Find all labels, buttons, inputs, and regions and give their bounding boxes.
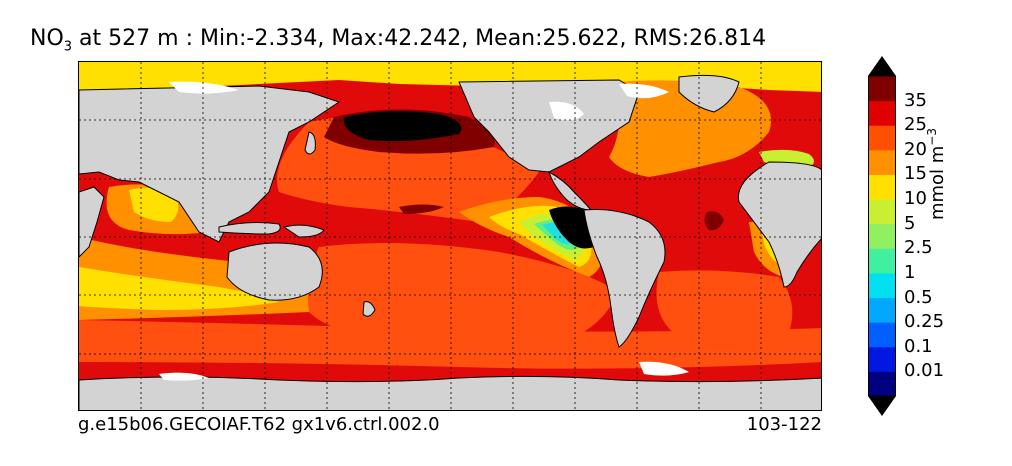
land-africa [737,161,821,288]
colorbar-tick-label: 0.01 [904,360,945,382]
south-pacific-orange-red [307,243,619,343]
years-label: 103-122 [746,414,822,435]
colorbar-outline [868,75,896,397]
ice-antarctic-1 [639,361,689,376]
ocean-map [78,61,822,411]
colorbar-segment [868,322,896,348]
land-antarctica [79,375,821,410]
land-australia [226,242,323,301]
title-subscript: 3 [63,39,73,55]
colorbar-bottom-arrow [868,396,896,416]
tropical-pacific-dark-red [399,204,444,214]
colorbar-segment [868,125,896,151]
colorbar-top-arrow [868,56,896,76]
colorbar-tick-label: 15 [904,163,927,185]
colorbar-segment [868,149,896,175]
colorbar [868,56,896,416]
tropical-atlantic-dark-red [704,211,724,231]
colorbar-segment [868,199,896,225]
plot-title: NO3 at 527 m : Min:-2.334, Max:42.242, M… [30,26,870,54]
north-pacific-black [343,111,462,142]
colorbar-segment [868,100,896,126]
colorbar-tick-label: 1 [904,261,916,283]
colorbar-segment [868,297,896,323]
grid-lines [79,62,821,410]
colorbar-tick-label: 25 [904,114,927,136]
land-indonesia [218,222,281,235]
colorbar-segment [868,174,896,200]
colorbar-segment [868,248,896,274]
ice-hudson [549,101,584,121]
colorbar-tick-label: 10 [904,188,927,210]
colorbar-tick-label: 0.5 [904,286,933,308]
ice-arctic-2 [619,83,669,99]
land-eurasia [79,85,341,243]
title-variable: NO [30,26,64,51]
land-new-zealand [362,301,376,317]
run-name-label: g.e15b06.GECOIAF.T62 gx1v6.ctrl.002.0 [78,414,440,435]
colorbar-tick-label: 5 [904,212,916,234]
unit-base: mmol m [927,145,948,221]
southern-ocean-orange-red [79,320,821,369]
colorbar-tick-label: 2.5 [904,237,933,259]
land-japan [304,131,316,155]
north-atlantic-orange [609,80,771,177]
colorbar-unit-label: mmol m−3 [925,124,948,224]
colorbar-segments [868,76,896,397]
unit-exponent: −3 [925,127,939,146]
colorbar-segment [868,371,896,397]
ice-arctic-1 [169,81,239,94]
land-greenland [678,74,740,113]
colorbar-tick-label: 20 [904,138,927,160]
colorbar-segment [868,272,896,299]
colorbar-segment [868,346,896,372]
title-stats: at 527 m : Min:-2.334, Max:42.242, Mean:… [72,26,767,51]
land-africa-east [79,186,105,258]
south-atlantic-orange-red [656,270,793,339]
colorbar-segment [868,76,896,102]
south-indian-yellow [79,267,279,310]
land-south-america [583,209,666,348]
map-canvas [79,62,821,410]
colorbar-segment [868,223,896,249]
colorbar-tick-label: 35 [904,89,927,111]
colorbar-tick-label: 0.25 [904,311,945,333]
colorbar-tick-label: 0.1 [904,335,933,357]
ice-antarctic-2 [159,372,209,381]
land-masses [79,74,821,410]
